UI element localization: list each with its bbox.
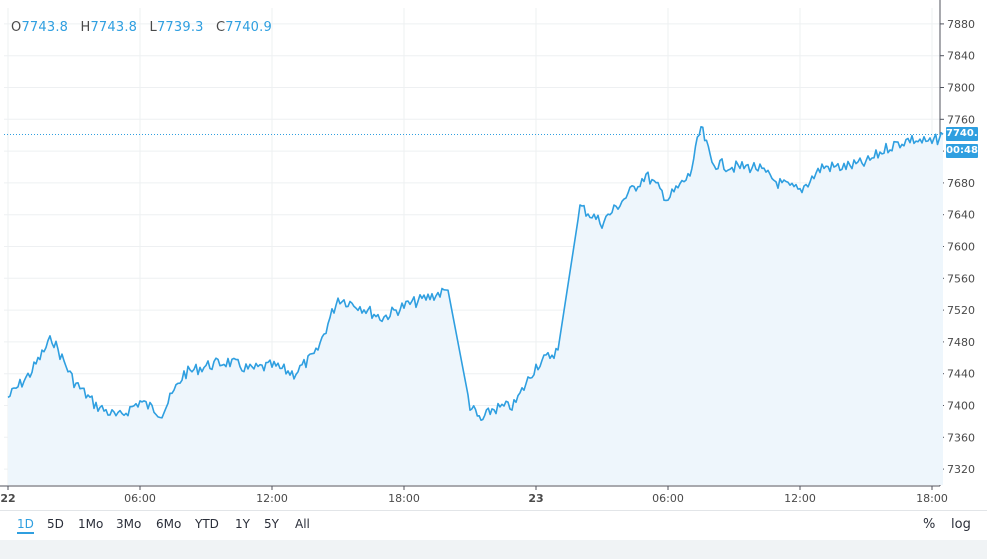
- range-3mo-button[interactable]: 3Mo: [116, 517, 142, 531]
- bottom-strip: [0, 540, 987, 559]
- x-tick-label: 06:00: [652, 492, 684, 505]
- x-tick-label: 22: [0, 492, 15, 505]
- x-tick-label: 18:00: [388, 492, 420, 505]
- y-tick-label: 7600: [947, 241, 975, 254]
- y-tick-label: 7840: [947, 50, 975, 63]
- x-tick-label: 23: [528, 492, 543, 505]
- price-chart[interactable]: 7320 7360 7400 7440 7480 7520 7560 7600 7640 7680…: [0, 0, 987, 510]
- y-tick-label: 7800: [947, 82, 975, 95]
- close-label: C: [215, 20, 226, 35]
- x-tick-label: 12:00: [256, 492, 288, 505]
- range-1y-button[interactable]: 1Y: [235, 517, 250, 531]
- x-tick-label: 18:00: [916, 492, 948, 505]
- range-5y-button[interactable]: 5Y: [264, 517, 279, 531]
- series-area-fill: [8, 126, 943, 486]
- high-label: H: [80, 20, 91, 35]
- y-tick-label: 7360: [947, 431, 975, 444]
- y-tick-label: 7680: [947, 177, 975, 190]
- y-tick-label: 7640: [947, 209, 975, 222]
- range-5d-button[interactable]: 5D: [47, 517, 64, 531]
- y-tick-label: 7480: [947, 336, 975, 349]
- y-tick-label: 7880: [947, 18, 975, 31]
- y-tick-label: 7760: [947, 113, 975, 126]
- range-1d-button[interactable]: 1D: [17, 517, 34, 534]
- range-all-button[interactable]: All: [295, 517, 310, 531]
- ohlc-readout: O7743.8 H7743.8 L7739.3 C7740.9: [11, 20, 280, 35]
- high-value: 7743.8: [90, 20, 138, 35]
- y-tick-label: 7400: [947, 400, 975, 413]
- y-tick-label: 7560: [947, 272, 975, 285]
- range-ytd-button[interactable]: YTD: [195, 517, 219, 531]
- percent-scale-toggle[interactable]: %: [923, 517, 936, 532]
- series-line: [7, 126, 944, 421]
- open-value: 7743.8: [21, 20, 69, 35]
- low-label: L: [149, 20, 157, 35]
- range-6mo-button[interactable]: 6Mo: [156, 517, 182, 531]
- range-1mo-button[interactable]: 1Mo: [78, 517, 104, 531]
- last-price-tag: 7740.9: [946, 127, 985, 142]
- log-scale-toggle[interactable]: log: [951, 517, 971, 532]
- y-tick-label: 7320: [947, 463, 975, 476]
- y-tick-label: 7520: [947, 304, 975, 317]
- y-tick-label: 7440: [947, 368, 975, 381]
- open-label: O: [11, 20, 22, 35]
- close-value: 7740.9: [225, 20, 272, 35]
- x-tick-label: 12:00: [784, 492, 816, 505]
- bar-countdown-tag: 00:48: [946, 144, 978, 159]
- range-toolbar: 1D 5D 1Mo 3Mo 6Mo YTD 1Y 5Y All % log: [0, 510, 987, 540]
- x-tick-label: 06:00: [124, 492, 156, 505]
- chart-canvas[interactable]: 7320 7360 7400 7440 7480 7520 7560 7600 7640 7680…: [0, 0, 987, 510]
- low-value: 7739.3: [156, 20, 204, 35]
